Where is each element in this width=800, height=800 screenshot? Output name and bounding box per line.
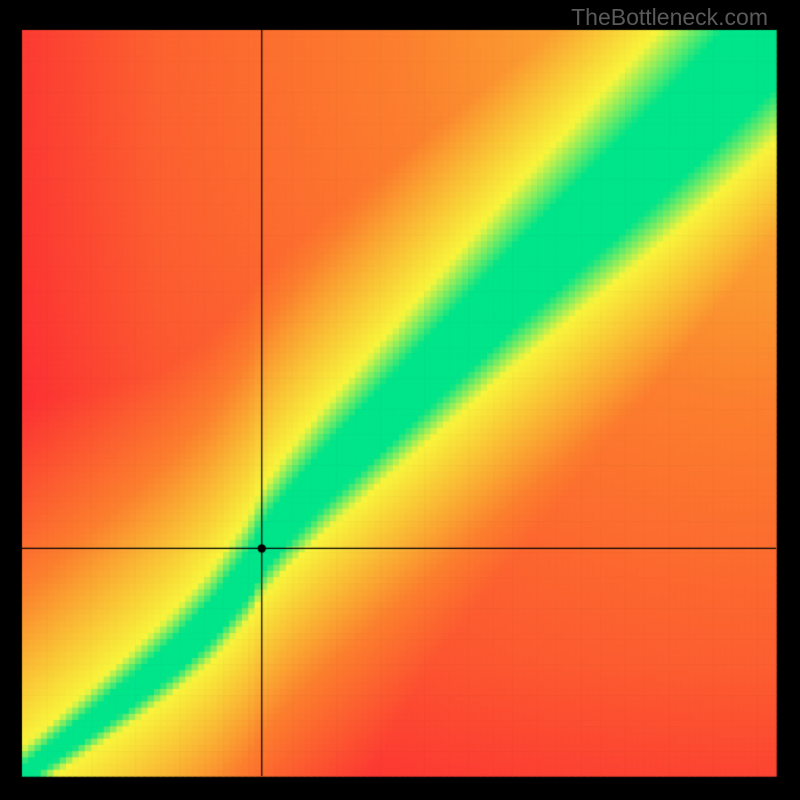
watermark-text: TheBottleneck.com bbox=[571, 4, 768, 31]
bottleneck-heatmap bbox=[0, 0, 800, 800]
chart-container: TheBottleneck.com bbox=[0, 0, 800, 800]
